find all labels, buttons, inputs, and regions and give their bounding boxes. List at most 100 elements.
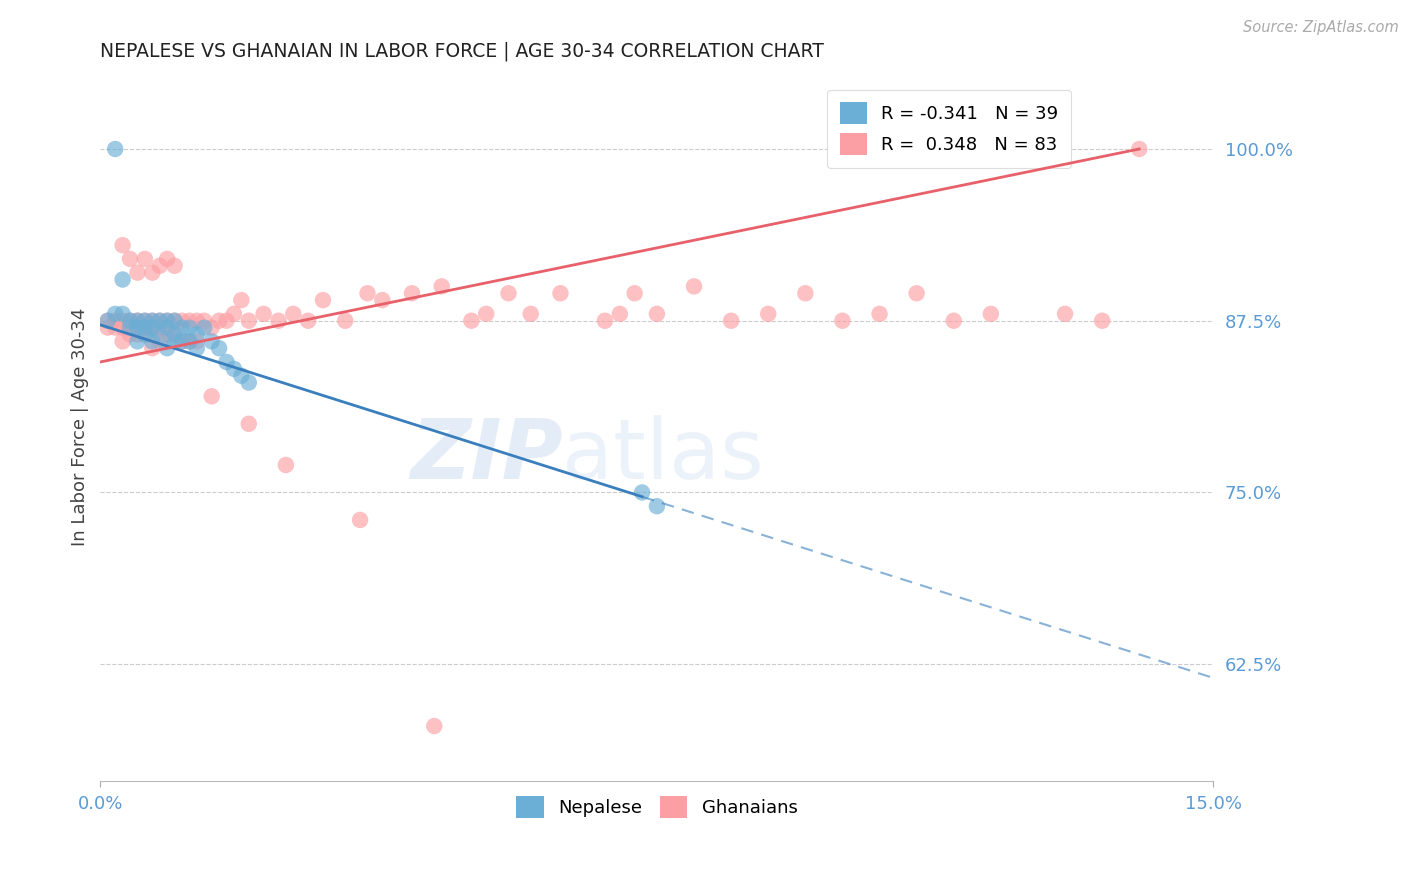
Point [127, 320, 149, 334]
Point [201, 320, 224, 334]
Point [118, 252, 141, 266]
Point [170, 334, 193, 349]
Point [645, 500, 668, 514]
Point [111, 238, 134, 252]
Point [683, 279, 706, 293]
Point [134, 314, 156, 328]
Point [149, 327, 172, 342]
Point [193, 320, 215, 334]
Point [156, 327, 179, 342]
Point [104, 314, 127, 328]
Point [149, 314, 172, 328]
Point [267, 314, 290, 328]
Point [631, 485, 654, 500]
Point [134, 314, 156, 328]
Point [208, 341, 231, 355]
Text: atlas: atlas [562, 415, 763, 496]
Point [127, 314, 149, 328]
Point [1091, 314, 1114, 328]
Point [156, 314, 179, 328]
Point [609, 307, 631, 321]
Point [1128, 142, 1150, 156]
Point [97, 320, 120, 334]
Point [231, 368, 253, 383]
Point [460, 314, 482, 328]
Point [156, 314, 179, 328]
Point [141, 341, 163, 355]
Point [186, 341, 208, 355]
Point [475, 307, 498, 321]
Point [193, 314, 215, 328]
Point [118, 320, 141, 334]
Point [179, 334, 201, 349]
Point [905, 286, 928, 301]
Point [371, 293, 394, 307]
Point [149, 314, 172, 328]
Point [141, 320, 163, 334]
Y-axis label: In Labor Force | Age 30-34: In Labor Force | Age 30-34 [72, 308, 89, 547]
Point [186, 314, 208, 328]
Point [156, 252, 179, 266]
Point [149, 259, 172, 273]
Point [141, 320, 163, 334]
Point [335, 314, 357, 328]
Point [215, 355, 238, 369]
Point [156, 320, 179, 334]
Point [222, 361, 245, 376]
Point [127, 320, 149, 334]
Point [134, 320, 156, 334]
Point [401, 286, 423, 301]
Point [201, 334, 224, 349]
Point [208, 314, 231, 328]
Legend: Nepalese, Ghanaians: Nepalese, Ghanaians [509, 789, 804, 825]
Point [283, 307, 305, 321]
Point [141, 314, 163, 328]
Point [118, 314, 141, 328]
Point [179, 334, 201, 349]
Point [97, 314, 120, 328]
Point [297, 314, 319, 328]
Point [163, 334, 186, 349]
Point [756, 307, 779, 321]
Point [593, 314, 616, 328]
Point [794, 286, 817, 301]
Point [170, 320, 193, 334]
Point [831, 314, 853, 328]
Point [186, 327, 208, 342]
Point [222, 307, 245, 321]
Text: Source: ZipAtlas.com: Source: ZipAtlas.com [1243, 20, 1399, 35]
Point [134, 327, 156, 342]
Point [134, 252, 156, 266]
Point [118, 320, 141, 334]
Point [238, 314, 260, 328]
Point [149, 334, 172, 349]
Point [430, 279, 453, 293]
Point [156, 341, 179, 355]
Point [163, 314, 186, 328]
Point [141, 266, 163, 280]
Point [274, 458, 297, 472]
Point [179, 314, 201, 328]
Point [141, 314, 163, 328]
Point [179, 320, 201, 334]
Point [104, 142, 127, 156]
Point [186, 334, 208, 349]
Point [312, 293, 335, 307]
Point [111, 320, 134, 334]
Point [111, 272, 134, 286]
Point [423, 719, 446, 733]
Point [356, 286, 378, 301]
Point [550, 286, 572, 301]
Point [127, 334, 149, 349]
Text: ZIP: ZIP [409, 415, 562, 496]
Text: NEPALESE VS GHANAIAN IN LABOR FORCE | AGE 30-34 CORRELATION CHART: NEPALESE VS GHANAIAN IN LABOR FORCE | AG… [100, 42, 824, 62]
Point [238, 417, 260, 431]
Point [104, 320, 127, 334]
Point [170, 334, 193, 349]
Point [170, 314, 193, 328]
Point [498, 286, 520, 301]
Point [149, 320, 172, 334]
Point [134, 320, 156, 334]
Point [942, 314, 965, 328]
Point [201, 389, 224, 403]
